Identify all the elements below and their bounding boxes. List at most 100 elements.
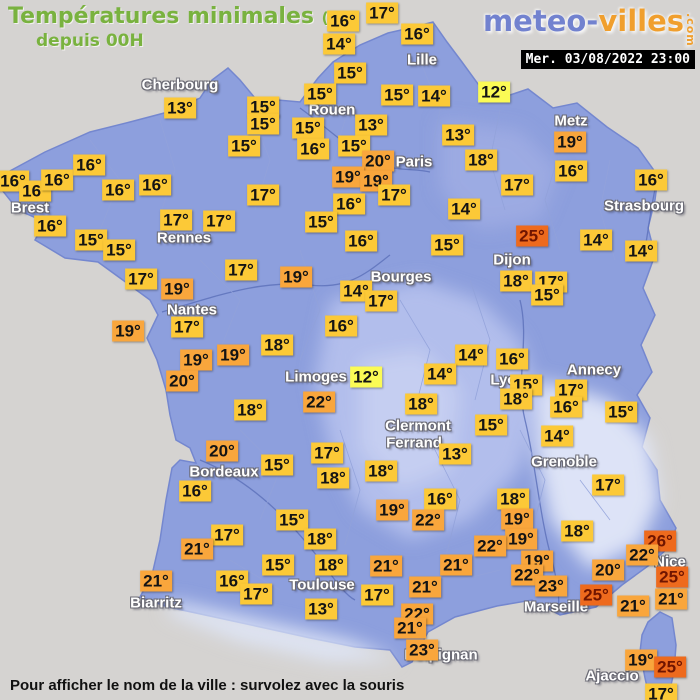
temp-badge[interactable]: 15° <box>247 96 279 118</box>
temp-badge[interactable]: 16° <box>333 193 365 215</box>
temp-badge[interactable]: 23° <box>535 575 567 597</box>
temp-badge[interactable]: 17° <box>171 316 203 338</box>
temp-badge[interactable]: 15° <box>262 554 294 576</box>
temp-badge[interactable]: 21° <box>617 595 649 617</box>
temp-badge[interactable]: 17° <box>592 474 624 496</box>
temp-badge[interactable]: 14° <box>340 280 372 302</box>
temp-badge[interactable]: 16° <box>550 396 582 418</box>
temp-badge[interactable]: 15° <box>338 135 370 157</box>
temp-badge[interactable]: 19° <box>280 266 312 288</box>
temp-badge[interactable]: 17° <box>225 259 257 281</box>
temp-badge[interactable]: 16° <box>139 174 171 196</box>
temp-badge[interactable]: 14° <box>580 229 612 251</box>
temp-badge[interactable]: 16° <box>325 315 357 337</box>
temp-badge[interactable]: 19° <box>376 499 408 521</box>
temp-badge[interactable]: 17° <box>203 210 235 232</box>
temp-badge[interactable]: 21° <box>655 588 687 610</box>
temp-badge[interactable]: 15° <box>304 83 336 105</box>
temp-badge[interactable]: 18° <box>315 554 347 576</box>
temp-badge[interactable]: 16° <box>401 23 433 45</box>
temp-badge[interactable]: 16° <box>179 480 211 502</box>
temp-badge[interactable]: 15° <box>292 117 324 139</box>
temp-badge[interactable]: 21° <box>440 554 472 576</box>
temp-badge[interactable]: 17° <box>125 268 157 290</box>
temp-badge[interactable]: 19° <box>554 131 586 153</box>
temp-badge[interactable]: 16° <box>34 215 66 237</box>
temp-badge[interactable]: 17° <box>160 209 192 231</box>
temp-badge[interactable]: 15° <box>334 62 366 84</box>
temp-badge[interactable]: 14° <box>541 425 573 447</box>
temp-badge[interactable]: 15° <box>228 135 260 157</box>
temp-badge[interactable]: 14° <box>455 344 487 366</box>
temp-badge[interactable]: 19° <box>332 166 364 188</box>
temp-badge[interactable]: 14° <box>418 85 450 107</box>
temp-badge[interactable]: 22° <box>474 535 506 557</box>
temp-badge[interactable]: 16° <box>73 154 105 176</box>
temp-badge[interactable]: 25° <box>580 584 612 606</box>
temp-badge[interactable]: 12° <box>478 81 510 103</box>
temp-badge[interactable]: 20° <box>206 440 238 462</box>
temp-badge[interactable]: 16° <box>345 230 377 252</box>
temp-badge[interactable]: 18° <box>317 467 349 489</box>
temp-badge[interactable]: 17° <box>378 184 410 206</box>
temp-badge[interactable]: 17° <box>365 290 397 312</box>
temp-badge[interactable]: 20° <box>166 370 198 392</box>
temp-badge[interactable]: 15° <box>431 234 463 256</box>
temp-badge[interactable]: 18° <box>465 149 497 171</box>
temp-badge[interactable]: 15° <box>475 414 507 436</box>
temp-badge[interactable]: 14° <box>323 33 355 55</box>
temp-badge[interactable]: 15° <box>381 84 413 106</box>
temp-badge[interactable]: 23° <box>406 639 438 661</box>
temp-badge[interactable]: 22° <box>511 564 543 586</box>
temp-badge[interactable]: 15° <box>247 113 279 135</box>
temp-badge[interactable]: 16° <box>496 348 528 370</box>
temp-badge[interactable]: 19° <box>625 649 657 671</box>
temp-badge[interactable]: 15° <box>103 239 135 261</box>
temp-badge[interactable]: 17° <box>311 442 343 464</box>
temp-badge[interactable]: 15° <box>276 509 308 531</box>
temp-badge[interactable]: 19° <box>112 320 144 342</box>
temp-badge[interactable]: 17° <box>645 683 677 700</box>
temp-badge[interactable]: 17° <box>211 524 243 546</box>
temp-badge[interactable]: 15° <box>605 401 637 423</box>
temp-badge[interactable]: 25° <box>656 566 688 588</box>
temp-badge[interactable]: 13° <box>439 443 471 465</box>
temp-badge[interactable]: 19° <box>161 278 193 300</box>
temp-badge[interactable]: 13° <box>355 114 387 136</box>
temp-badge[interactable]: 21° <box>394 617 426 639</box>
temp-badge[interactable]: 19° <box>505 528 537 550</box>
temp-badge[interactable]: 21° <box>181 538 213 560</box>
temp-badge[interactable]: 16° <box>102 179 134 201</box>
temp-badge[interactable]: 22° <box>626 544 658 566</box>
temp-badge[interactable]: 16° <box>327 10 359 32</box>
temp-badge[interactable]: 15° <box>261 454 293 476</box>
temp-badge[interactable]: 15° <box>531 284 563 306</box>
meteo-villes-logo[interactable]: meteo-villes .com <box>483 4 697 47</box>
temp-badge[interactable]: 21° <box>370 555 402 577</box>
temp-badge[interactable]: 16° <box>216 570 248 592</box>
temp-badge[interactable]: 19° <box>501 508 533 530</box>
temp-badge[interactable]: 13° <box>164 97 196 119</box>
temp-badge[interactable]: 17° <box>361 584 393 606</box>
temp-badge[interactable]: 16° <box>555 160 587 182</box>
temp-badge[interactable]: 20° <box>592 559 624 581</box>
temp-badge[interactable]: 16° <box>424 488 456 510</box>
temp-badge[interactable]: 18° <box>500 388 532 410</box>
temp-badge[interactable]: 15° <box>305 211 337 233</box>
temp-badge[interactable]: 16° <box>41 169 73 191</box>
temp-badge[interactable]: 18° <box>261 334 293 356</box>
temp-badge[interactable]: 20° <box>362 150 394 172</box>
temp-badge[interactable]: 16° <box>297 138 329 160</box>
temp-badge[interactable]: 14° <box>424 363 456 385</box>
temp-badge[interactable]: 13° <box>305 598 337 620</box>
temp-badge[interactable]: 18° <box>365 460 397 482</box>
temp-badge[interactable]: 18° <box>405 393 437 415</box>
temp-badge[interactable]: 17° <box>240 583 272 605</box>
temp-badge[interactable]: 18° <box>497 488 529 510</box>
temp-badge[interactable]: 25° <box>516 225 548 247</box>
temp-badge[interactable]: 22° <box>412 509 444 531</box>
temp-badge[interactable]: 21° <box>140 570 172 592</box>
temp-badge[interactable]: 22° <box>303 391 335 413</box>
temp-badge[interactable]: 13° <box>442 124 474 146</box>
temp-badge[interactable]: 16° <box>635 169 667 191</box>
